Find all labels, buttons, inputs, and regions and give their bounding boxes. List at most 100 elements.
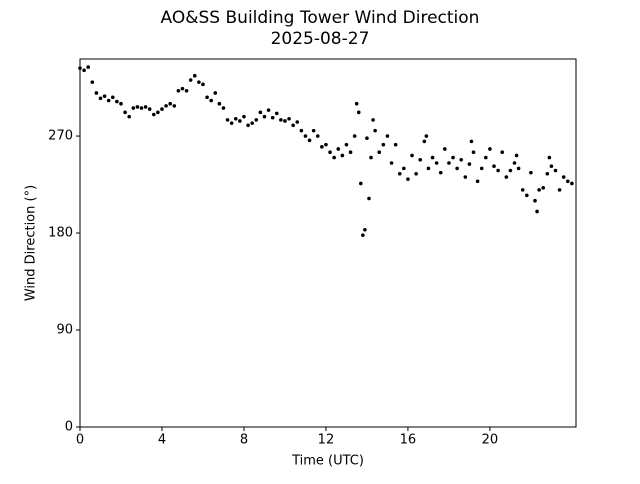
point <box>570 181 574 186</box>
point <box>139 106 144 110</box>
point <box>537 188 541 192</box>
point <box>201 82 205 87</box>
point <box>365 136 369 141</box>
point <box>225 118 230 122</box>
point <box>90 80 95 84</box>
point <box>418 157 423 162</box>
point <box>131 106 136 110</box>
point <box>414 171 418 176</box>
point <box>283 119 287 123</box>
x-tick-label: 20 <box>482 433 499 448</box>
point <box>168 101 172 106</box>
x-tick-label: 0 <box>76 433 84 448</box>
point <box>324 142 328 147</box>
point <box>307 138 312 143</box>
point <box>233 117 238 121</box>
point <box>363 227 367 232</box>
point <box>488 147 492 151</box>
y-tick-label: 180 <box>48 226 73 241</box>
chart-title: AO&SS Building Tower Wind Direction <box>161 8 480 28</box>
point <box>381 142 386 147</box>
x-axis-label: Time (UTC) <box>291 454 364 469</box>
x-tick-label: 12 <box>318 433 335 448</box>
point <box>238 119 242 123</box>
point <box>422 139 427 144</box>
point <box>467 162 472 166</box>
point <box>535 209 539 214</box>
point <box>291 123 295 128</box>
point <box>492 164 496 169</box>
point <box>367 196 371 201</box>
point <box>533 198 537 203</box>
point <box>443 147 447 151</box>
point <box>94 91 99 95</box>
point <box>352 134 357 138</box>
point <box>500 150 505 155</box>
point <box>287 117 291 121</box>
point <box>315 134 320 138</box>
point <box>516 166 521 171</box>
point <box>561 175 566 179</box>
point <box>385 134 390 138</box>
point <box>197 80 201 84</box>
point <box>471 150 476 155</box>
point <box>209 98 213 103</box>
point <box>180 86 185 91</box>
point <box>389 161 394 165</box>
point <box>279 118 283 122</box>
point <box>525 193 529 198</box>
point <box>356 110 361 115</box>
point <box>156 110 160 115</box>
point <box>373 128 377 133</box>
point <box>147 107 152 111</box>
point <box>451 155 455 160</box>
point <box>213 91 218 95</box>
x-tick-label: 16 <box>400 433 417 448</box>
point <box>217 101 222 106</box>
point <box>553 168 558 173</box>
y-tick-label: 0 <box>65 420 73 435</box>
point <box>479 166 484 171</box>
point <box>545 171 550 176</box>
point <box>549 164 554 169</box>
point <box>106 98 111 103</box>
point <box>447 161 451 165</box>
point <box>98 96 103 101</box>
point <box>311 128 316 133</box>
point <box>455 166 459 171</box>
point <box>254 118 259 122</box>
point <box>164 104 168 108</box>
point <box>229 121 234 125</box>
point <box>192 73 197 78</box>
point <box>344 142 349 147</box>
point <box>514 153 519 158</box>
point <box>369 155 373 160</box>
point <box>484 155 488 160</box>
point <box>266 108 271 112</box>
point <box>151 112 156 117</box>
point <box>303 134 308 138</box>
point <box>424 134 429 138</box>
point <box>358 181 363 186</box>
point <box>410 153 414 158</box>
x-tick-label: 4 <box>158 433 166 448</box>
point <box>110 95 115 100</box>
point <box>393 142 398 147</box>
point <box>172 104 177 108</box>
point <box>434 161 439 165</box>
point <box>262 114 267 119</box>
plot-frame <box>79 58 577 428</box>
point <box>397 171 402 176</box>
point <box>320 145 324 149</box>
point <box>274 111 279 116</box>
point <box>508 168 513 173</box>
point <box>504 175 509 179</box>
point <box>328 150 332 155</box>
point <box>475 179 480 184</box>
point <box>86 65 90 69</box>
point <box>541 185 546 190</box>
point <box>135 105 140 109</box>
point <box>332 155 336 160</box>
